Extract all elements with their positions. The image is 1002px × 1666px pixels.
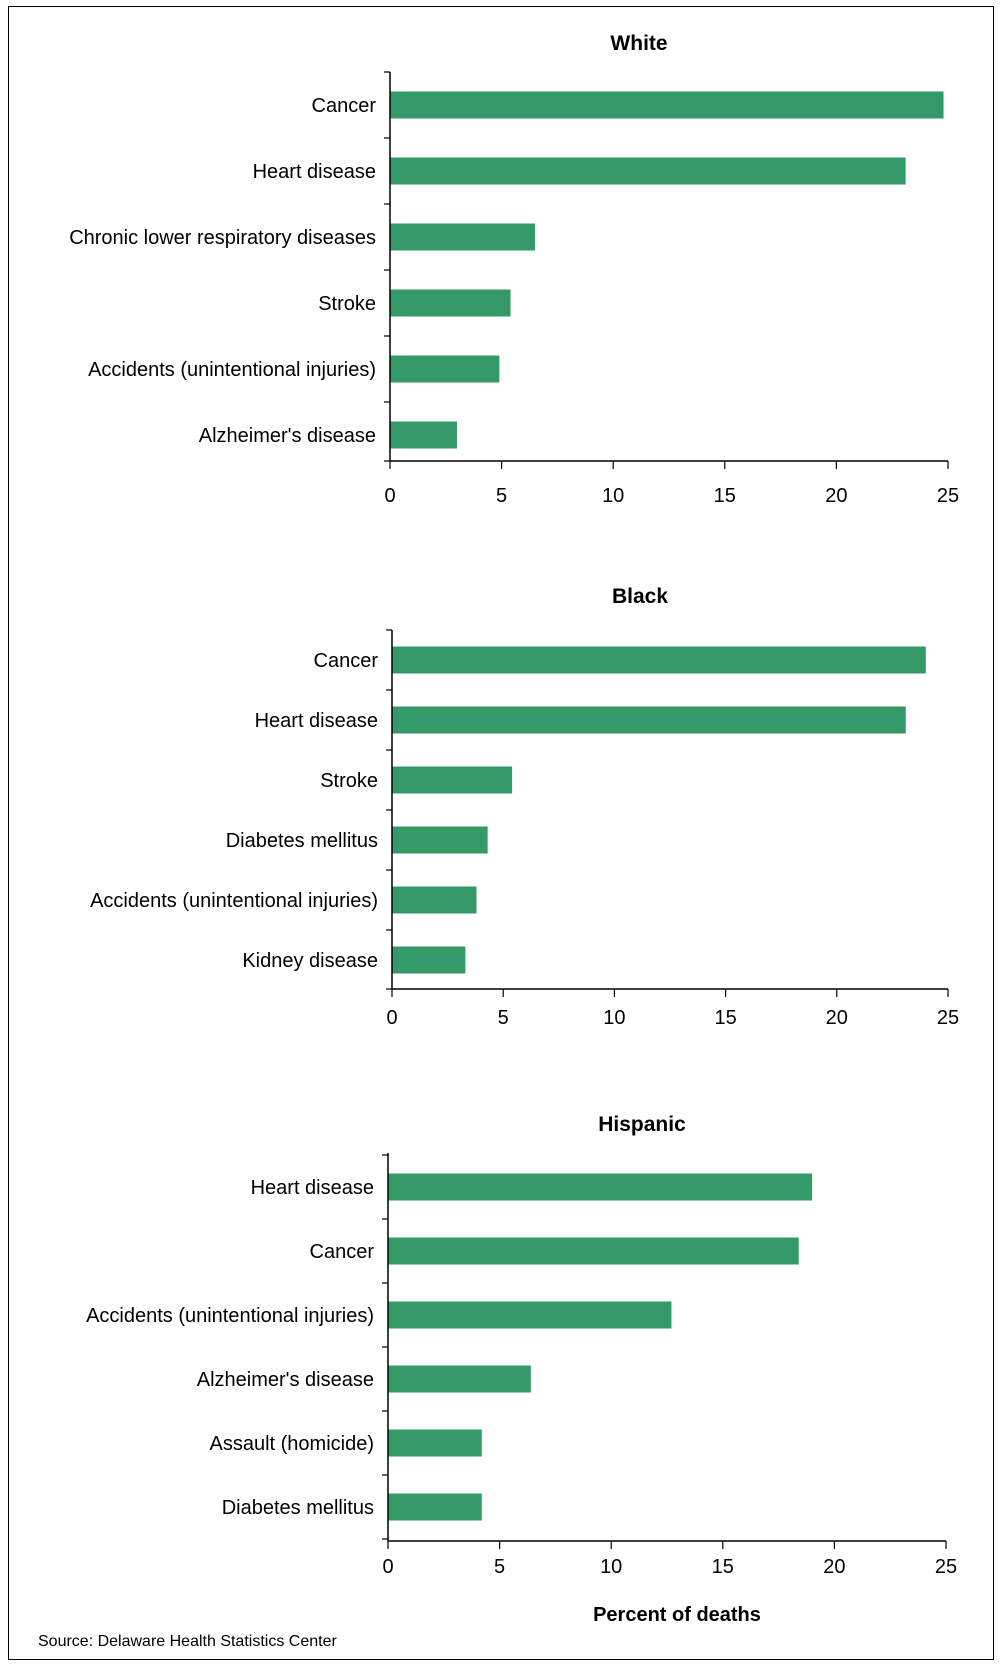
x-tick-label: 10 bbox=[602, 485, 624, 507]
category-label: Cancer bbox=[310, 1241, 375, 1263]
x-tick-label: 10 bbox=[603, 1007, 625, 1029]
bar bbox=[390, 223, 536, 251]
category-label: Cancer bbox=[312, 95, 377, 117]
x-tick-label: 15 bbox=[714, 1007, 736, 1029]
category-label: Diabetes mellitus bbox=[222, 1497, 374, 1519]
bar bbox=[390, 355, 500, 383]
bar bbox=[392, 826, 488, 854]
x-tick-label: 15 bbox=[714, 485, 736, 507]
category-label: Assault (homicide) bbox=[209, 1433, 374, 1455]
category-label: Kidney disease bbox=[242, 950, 378, 972]
category-label: Heart disease bbox=[253, 161, 376, 183]
chart-title: White bbox=[610, 32, 667, 55]
bar bbox=[390, 289, 511, 317]
x-tick-label: 0 bbox=[386, 1007, 397, 1029]
x-axis-label: Percent of deaths bbox=[593, 1604, 761, 1626]
x-tick-label: 5 bbox=[496, 485, 507, 507]
bar bbox=[390, 421, 457, 449]
x-tick-label: 20 bbox=[825, 485, 847, 507]
x-tick-label: 0 bbox=[384, 485, 395, 507]
x-tick-label: 15 bbox=[712, 1556, 734, 1578]
bar bbox=[392, 706, 906, 734]
category-label: Heart disease bbox=[251, 1177, 374, 1199]
category-label: Heart disease bbox=[255, 710, 378, 732]
x-tick-label: 5 bbox=[498, 1007, 509, 1029]
category-label: Accidents (unintentional injuries) bbox=[88, 359, 376, 381]
x-tick-label: 10 bbox=[600, 1556, 622, 1578]
x-tick-label: 0 bbox=[382, 1556, 393, 1578]
category-label: Cancer bbox=[314, 650, 379, 672]
x-tick-label: 25 bbox=[937, 485, 959, 507]
bar bbox=[388, 1493, 482, 1521]
category-label: Alzheimer's disease bbox=[199, 425, 376, 447]
bar bbox=[390, 157, 906, 185]
bar bbox=[392, 886, 477, 914]
x-tick-label: 5 bbox=[494, 1556, 505, 1578]
chart-title: Black bbox=[612, 585, 668, 608]
bar bbox=[388, 1365, 531, 1393]
category-label: Accidents (unintentional injuries) bbox=[86, 1305, 374, 1327]
category-label: Accidents (unintentional injuries) bbox=[90, 890, 378, 912]
x-tick-label: 20 bbox=[823, 1556, 845, 1578]
bar bbox=[388, 1301, 672, 1329]
category-label: Alzheimer's disease bbox=[197, 1369, 374, 1391]
bar bbox=[388, 1237, 799, 1265]
source-note: Source: Delaware Health Statistics Cente… bbox=[38, 1633, 337, 1650]
category-label: Chronic lower respiratory diseases bbox=[69, 227, 376, 249]
category-label: Diabetes mellitus bbox=[226, 830, 378, 852]
bar bbox=[390, 91, 944, 119]
x-tick-label: 20 bbox=[826, 1007, 848, 1029]
bar bbox=[392, 766, 513, 794]
figure-frame bbox=[8, 6, 994, 1660]
x-tick-label: 25 bbox=[935, 1556, 957, 1578]
x-tick-label: 25 bbox=[937, 1007, 959, 1029]
bar bbox=[388, 1429, 482, 1457]
bar bbox=[392, 946, 466, 974]
category-label: Stroke bbox=[318, 293, 376, 315]
bar bbox=[388, 1173, 813, 1201]
chart-title: Hispanic bbox=[598, 1113, 686, 1136]
category-label: Stroke bbox=[320, 770, 378, 792]
bar bbox=[392, 646, 926, 674]
